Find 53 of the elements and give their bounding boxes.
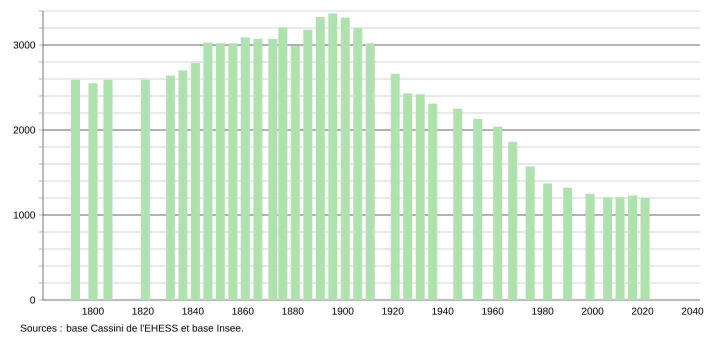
bar xyxy=(216,43,225,300)
bar xyxy=(473,118,482,300)
bar xyxy=(203,42,212,300)
bar xyxy=(290,46,300,300)
bar xyxy=(70,80,80,300)
bar xyxy=(88,83,98,300)
bar xyxy=(190,62,200,300)
bar xyxy=(303,30,312,300)
source-note: Sources : base Cassini de l'EHESS et base Insee. xyxy=(20,324,243,332)
x-tick-label: 1820 xyxy=(132,308,154,315)
y-tick-label: 3000 xyxy=(14,41,36,49)
bar xyxy=(493,126,502,300)
bar xyxy=(603,197,612,300)
bar xyxy=(166,76,175,300)
bar xyxy=(228,43,238,300)
x-tick-label: 1980 xyxy=(532,308,554,315)
x-tick-label: 1940 xyxy=(432,308,454,315)
bar xyxy=(390,74,400,300)
bar xyxy=(178,70,188,300)
bar xyxy=(103,80,112,300)
x-tick-label: 1840 xyxy=(182,308,204,315)
y-tick-label: 0 xyxy=(30,296,36,304)
x-tick-label: 1960 xyxy=(482,308,504,315)
bar xyxy=(316,16,325,300)
bar xyxy=(353,28,362,300)
bar xyxy=(340,18,350,300)
bar xyxy=(140,80,150,300)
bar xyxy=(628,195,638,300)
bar xyxy=(240,37,250,300)
x-tick-label: 2000 xyxy=(582,308,604,315)
bar xyxy=(508,142,518,300)
x-tick-label: 1860 xyxy=(232,308,254,315)
bar xyxy=(453,108,462,300)
bar xyxy=(428,104,438,300)
y-tick-label: 2000 xyxy=(14,126,36,134)
bar xyxy=(328,14,338,300)
bar xyxy=(586,194,595,300)
bar xyxy=(416,94,425,300)
bar xyxy=(543,184,552,300)
x-tick-label: 1800 xyxy=(82,308,104,315)
bar xyxy=(616,197,625,300)
x-tick-label: 2040 xyxy=(682,308,704,315)
bar xyxy=(403,93,412,300)
bar xyxy=(526,166,535,300)
bar xyxy=(366,43,375,300)
bar xyxy=(253,39,262,300)
bar xyxy=(563,188,572,300)
x-tick-label: 1880 xyxy=(282,308,304,315)
x-tick-label: 1900 xyxy=(332,308,354,315)
bar xyxy=(640,198,650,300)
y-tick-label: 1000 xyxy=(14,211,36,219)
x-tick-label: 2020 xyxy=(632,308,654,315)
x-tick-label: 1920 xyxy=(382,308,404,315)
